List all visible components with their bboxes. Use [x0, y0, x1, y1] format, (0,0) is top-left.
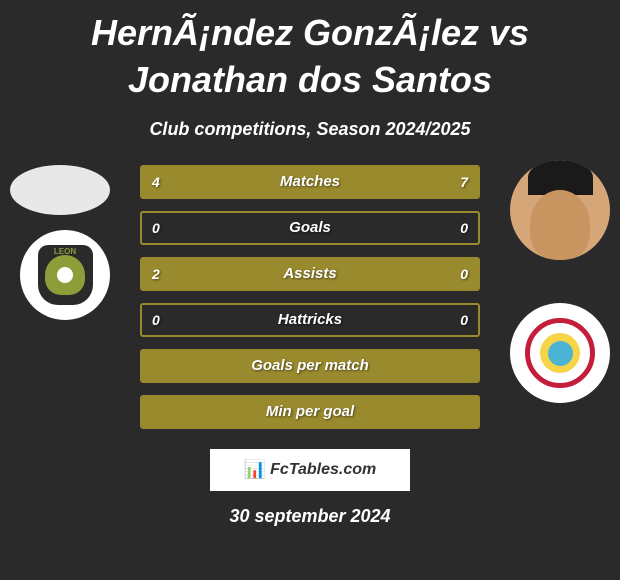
- stat-label: Hattricks: [278, 311, 342, 328]
- stat-label: Assists: [283, 265, 336, 282]
- stat-row: 0 Goals 0: [140, 211, 480, 245]
- stat-value-right: 0: [460, 312, 468, 328]
- stat-value-left: 2: [152, 266, 160, 282]
- page-title: HernÃ¡ndez GonzÃ¡lez vs Jonathan dos San…: [0, 0, 620, 104]
- stat-row: 2 Assists 0: [140, 257, 480, 291]
- player2-photo: [510, 160, 610, 260]
- team1-logo: LEON: [20, 230, 110, 320]
- stat-bar-left: [142, 167, 263, 197]
- stat-value-right: 0: [460, 266, 468, 282]
- fctables-watermark: 📊 FcTables.com: [210, 449, 410, 491]
- stat-row: Min per goal: [140, 395, 480, 429]
- stat-value-right: 0: [460, 220, 468, 236]
- stat-label: Goals per match: [251, 357, 369, 374]
- stat-row: 4 Matches 7: [140, 165, 480, 199]
- stat-label: Matches: [280, 173, 340, 190]
- stat-value-left: 4: [152, 174, 160, 190]
- date: 30 september 2024: [0, 506, 620, 527]
- stat-value-left: 0: [152, 312, 160, 328]
- fctables-label: FcTables.com: [270, 461, 376, 479]
- stat-row: 0 Hattricks 0: [140, 303, 480, 337]
- stat-value-left: 0: [152, 220, 160, 236]
- stat-label: Min per goal: [266, 403, 354, 420]
- stat-row: Goals per match: [140, 349, 480, 383]
- subtitle: Club competitions, Season 2024/2025: [0, 119, 620, 140]
- team1-name: LEON: [54, 247, 76, 256]
- team2-logo: [510, 303, 610, 403]
- fctables-icon: 📊: [244, 459, 266, 480]
- comparison-card: HernÃ¡ndez GonzÃ¡lez vs Jonathan dos San…: [0, 0, 620, 580]
- stat-value-right: 7: [460, 174, 468, 190]
- player1-photo: [10, 165, 110, 215]
- stat-label: Goals: [289, 219, 331, 236]
- stats-list: 4 Matches 7 0 Goals 0 2 Assists 0 0 Hattricks 0 Goal…: [140, 165, 480, 429]
